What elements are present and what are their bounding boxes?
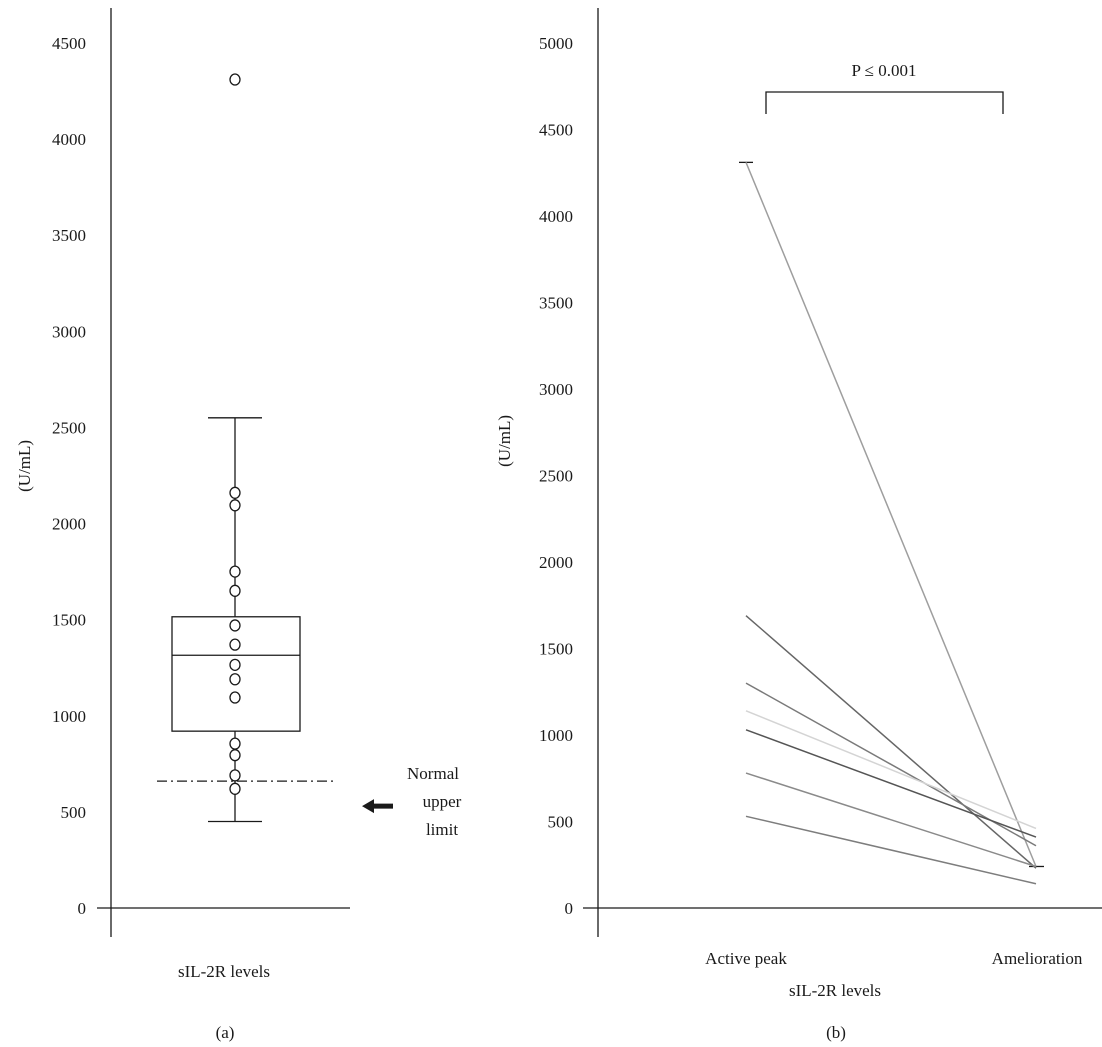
significance-bracket (765, 91, 1004, 114)
patient-line (745, 772, 1037, 868)
y-tick-label-a: 0 (78, 899, 87, 918)
data-point (229, 499, 241, 512)
arrow-icon (372, 803, 393, 809)
patient-line (745, 615, 1037, 869)
arrow-head-icon (362, 799, 374, 814)
x-axis-title-b: sIL-2R levels (789, 981, 881, 1000)
y-tick-label-a: 500 (61, 803, 87, 822)
data-point (229, 673, 241, 686)
panel-caption-a: (a) (216, 1023, 235, 1042)
panel-a-boxplot: 0 500 1000 1500 2000 2500 3000 3500 4000 4500 (U/m… (15, 8, 462, 1042)
x-category-label: Amelioration (992, 949, 1083, 968)
y-tick-label-a: 4500 (52, 34, 86, 53)
y-axis-title-b: (U/mL) (495, 415, 514, 467)
y-tick-label-b: 1000 (539, 726, 573, 745)
y-tick-label-a: 1500 (52, 611, 86, 630)
patient-line (745, 162, 1037, 867)
panel-caption-b: (b) (826, 1023, 846, 1042)
y-tick-label-a: 3500 (52, 226, 86, 245)
data-point (229, 658, 241, 671)
data-point (229, 73, 241, 86)
patient-line (745, 815, 1037, 885)
y-tick-label-a: 2500 (52, 418, 86, 437)
y-tick-label-b: 3000 (539, 380, 573, 399)
y-tick-label-b: 3500 (539, 294, 573, 313)
data-point (229, 584, 241, 597)
category-label-a: sIL-2R levels (178, 962, 270, 981)
y-tick-label-b: 2000 (539, 553, 573, 572)
data-point (229, 691, 241, 704)
data-point (229, 486, 241, 499)
data-point (229, 638, 241, 651)
normal-upper-limit-label: Normal (407, 764, 459, 783)
data-point (229, 749, 241, 762)
panel-b-paired-lines: 0 500 1000 1500 2000 2500 3000 3500 4000 4500 5000… (495, 8, 1102, 1042)
y-tick-label-b: 500 (548, 813, 574, 832)
y-tick-label-b: 1500 (539, 640, 573, 659)
data-point (229, 619, 241, 632)
y-tick-label-a: 3000 (52, 322, 86, 341)
p-value-annotation: P ≤ 0.001 (852, 61, 917, 80)
y-tick-label-a: 2000 (52, 515, 86, 534)
y-tick-label-a: 4000 (52, 130, 86, 149)
iqr-box (171, 616, 301, 732)
data-point (229, 565, 241, 578)
y-tick-label-b: 0 (565, 899, 574, 918)
y-tick-label-b: 4500 (539, 121, 573, 140)
y-tick-label-b: 4000 (539, 207, 573, 226)
data-point (229, 737, 241, 750)
y-tick-label-b: 2500 (539, 467, 573, 486)
data-point (229, 782, 241, 795)
normal-upper-limit-label: limit (426, 820, 458, 839)
x-category-label: Active peak (705, 949, 787, 968)
patient-line (745, 729, 1037, 838)
y-tick-label-b: 5000 (539, 34, 573, 53)
y-tick-label-a: 1000 (52, 707, 86, 726)
y-axis-title-a: (U/mL) (15, 440, 34, 492)
patient-line (745, 710, 1037, 830)
data-point (229, 769, 241, 782)
normal-upper-limit-label: upper (423, 792, 462, 811)
